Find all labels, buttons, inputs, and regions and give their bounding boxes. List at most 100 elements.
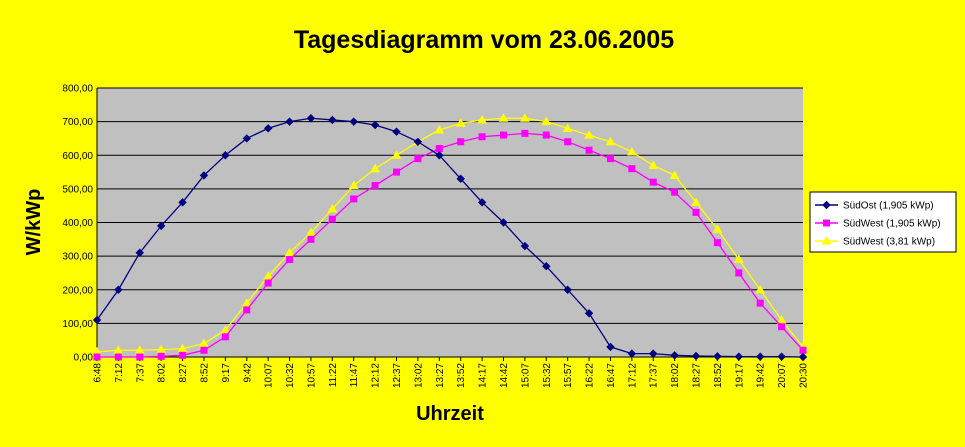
data-point bbox=[649, 178, 657, 186]
data-point bbox=[735, 269, 743, 277]
data-point bbox=[478, 133, 486, 141]
data-point bbox=[627, 349, 637, 358]
data-point bbox=[286, 255, 294, 263]
data-point bbox=[435, 151, 444, 160]
y-tick-label: 100,00 bbox=[62, 319, 93, 330]
data-point bbox=[264, 279, 272, 287]
data-point bbox=[307, 235, 315, 243]
data-point bbox=[177, 343, 188, 353]
data-point bbox=[328, 215, 336, 223]
data-point bbox=[327, 204, 338, 213]
data-point bbox=[179, 351, 187, 359]
x-tick-label: 8:27 bbox=[178, 363, 189, 383]
series-group bbox=[93, 129, 807, 361]
data-point bbox=[798, 352, 808, 362]
x-tick-label: 16:22 bbox=[585, 363, 596, 388]
data-point bbox=[241, 298, 252, 307]
x-tick-label: 6:48 bbox=[93, 363, 104, 383]
data-point bbox=[370, 163, 380, 173]
x-tick-label: 18:02 bbox=[670, 363, 681, 388]
data-point bbox=[691, 351, 701, 361]
data-point bbox=[734, 352, 744, 361]
data-point bbox=[93, 353, 101, 361]
series-line bbox=[96, 117, 804, 358]
data-point bbox=[435, 145, 443, 153]
x-tick-label: 9:42 bbox=[242, 363, 253, 383]
legend-swatch-marker bbox=[823, 219, 830, 227]
data-point bbox=[562, 123, 573, 132]
data-point bbox=[499, 218, 508, 227]
data-point bbox=[756, 352, 765, 361]
legend-label: SüdWest (3,81 kWp) bbox=[843, 237, 935, 248]
data-point bbox=[778, 323, 786, 331]
data-point bbox=[434, 125, 445, 134]
data-point bbox=[156, 221, 166, 231]
data-point bbox=[114, 285, 123, 294]
x-tick-label: 17:37 bbox=[649, 363, 660, 388]
x-tick-label: 20:30 bbox=[799, 363, 810, 388]
series-group bbox=[92, 114, 808, 362]
data-point bbox=[113, 345, 124, 354]
y-tick-label: 0,00 bbox=[74, 353, 94, 364]
data-point bbox=[414, 155, 422, 163]
x-tick-label: 13:02 bbox=[413, 363, 424, 388]
data-point bbox=[306, 114, 316, 123]
data-point bbox=[649, 349, 658, 358]
y-tick-label: 600,00 bbox=[62, 151, 93, 162]
data-point bbox=[371, 182, 379, 190]
data-point bbox=[156, 344, 167, 354]
x-tick-label: 11:47 bbox=[349, 363, 360, 388]
data-point bbox=[263, 271, 274, 280]
legend-box bbox=[809, 191, 957, 253]
data-point bbox=[178, 198, 187, 207]
data-point bbox=[648, 160, 659, 169]
data-point bbox=[200, 346, 208, 354]
data-point bbox=[605, 136, 616, 146]
data-point bbox=[199, 171, 209, 180]
x-tick-label: 10:57 bbox=[306, 363, 317, 388]
data-point bbox=[521, 129, 529, 137]
data-point bbox=[606, 155, 614, 163]
x-tick-label: 18:27 bbox=[692, 363, 703, 388]
data-point bbox=[733, 254, 744, 263]
data-point bbox=[542, 262, 551, 271]
x-tick-label: 20:07 bbox=[777, 363, 788, 388]
data-point bbox=[606, 342, 615, 352]
data-point bbox=[477, 198, 487, 207]
x-tick-label: 10:07 bbox=[264, 363, 275, 388]
data-point bbox=[393, 168, 401, 176]
data-point bbox=[542, 131, 550, 139]
data-point bbox=[628, 165, 636, 173]
x-tick-label: 16:47 bbox=[606, 363, 617, 388]
data-point bbox=[692, 208, 700, 216]
y-tick-label: 300,00 bbox=[62, 252, 93, 263]
legend: SüdOst (1,905 kWp) SüdWest (1,905 kWp) Süd… bbox=[809, 191, 957, 253]
data-point bbox=[457, 138, 465, 146]
data-point bbox=[691, 197, 701, 206]
data-point bbox=[541, 116, 552, 126]
x-tick-label: 15:07 bbox=[520, 363, 531, 388]
data-point bbox=[134, 345, 145, 354]
data-point bbox=[499, 131, 507, 139]
x-tick-label: 10:32 bbox=[285, 363, 296, 388]
legend-label: SüdOst (1,905 kWp) bbox=[843, 201, 934, 212]
x-tick-label: 19:42 bbox=[756, 363, 767, 388]
data-point bbox=[498, 113, 509, 122]
series-line bbox=[97, 132, 804, 358]
data-point bbox=[669, 170, 680, 179]
legend-label: SüdWest (1,905 kWp) bbox=[843, 219, 941, 230]
y-tick-label: 400,00 bbox=[62, 218, 93, 229]
data-point bbox=[136, 353, 144, 361]
data-point bbox=[391, 150, 402, 159]
data-point bbox=[520, 113, 530, 122]
data-point bbox=[626, 146, 637, 156]
x-tick-label: 17:12 bbox=[627, 363, 638, 388]
x-tick-label: 12:37 bbox=[392, 363, 403, 388]
data-point bbox=[199, 338, 209, 348]
chart-title: Tagesdiagramm vom 23.06.2005 bbox=[294, 26, 674, 54]
data-point bbox=[157, 352, 165, 360]
data-point bbox=[564, 138, 572, 146]
x-tick-label: 13:52 bbox=[456, 363, 467, 388]
